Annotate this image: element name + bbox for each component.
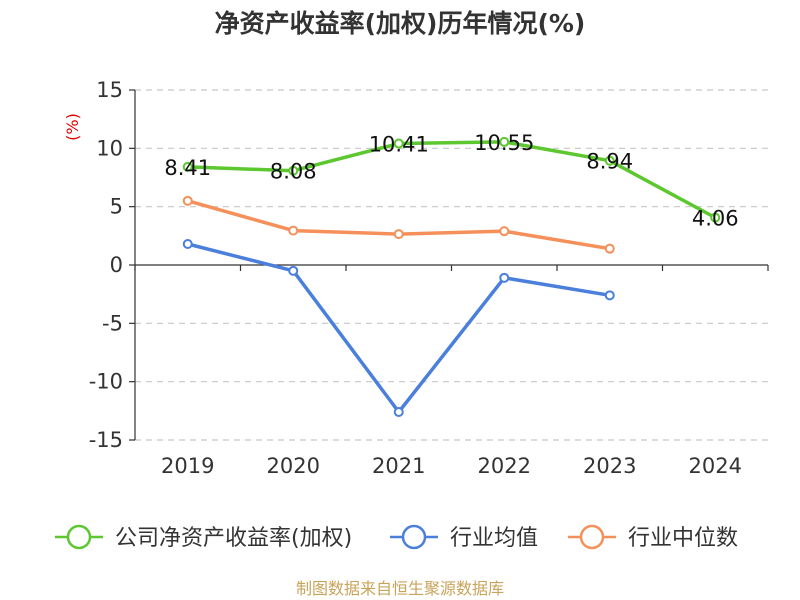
data-point bbox=[604, 290, 615, 301]
y-tick-label: -10 bbox=[89, 370, 123, 394]
legend-marker bbox=[66, 524, 92, 550]
data-label: 10.41 bbox=[369, 133, 429, 157]
x-tick-label: 2019 bbox=[161, 454, 214, 478]
axes: 15 10 5 0 -5 -10 -15 2019 2020 2021 2022 2023 2024 bbox=[89, 78, 769, 478]
y-tick-label: -15 bbox=[89, 428, 123, 452]
data-point bbox=[499, 226, 510, 237]
data-label: 8.94 bbox=[586, 150, 633, 174]
data-point bbox=[604, 243, 615, 254]
data-label: 10.55 bbox=[474, 131, 534, 155]
data-labels: 8.41 8.08 10.41 10.55 8.94 4.06 bbox=[164, 131, 738, 231]
data-point bbox=[182, 195, 193, 206]
legend-label: 行业中位数 bbox=[628, 526, 738, 551]
x-tick-label: 2021 bbox=[372, 454, 425, 478]
data-point bbox=[182, 161, 193, 172]
source-note: 制图数据来自恒生聚源数据库 bbox=[296, 579, 504, 598]
data-point bbox=[182, 239, 193, 249]
data-point bbox=[288, 165, 299, 176]
data-label: 8.41 bbox=[164, 156, 211, 180]
data-point bbox=[499, 272, 510, 283]
y-tick-label: 0 bbox=[110, 253, 123, 277]
legend-label: 行业均值 bbox=[450, 526, 538, 551]
x-tick-label: 2024 bbox=[689, 454, 742, 478]
y-tick-label: 10 bbox=[96, 136, 123, 160]
data-point bbox=[710, 212, 721, 223]
data-point bbox=[499, 136, 510, 147]
data-point bbox=[288, 225, 299, 236]
data-label: 8.08 bbox=[270, 160, 317, 184]
y-axis-unit: (%) bbox=[63, 113, 82, 141]
x-tick-label: 2020 bbox=[267, 454, 320, 478]
y-tick-label: 15 bbox=[96, 78, 123, 102]
x-tick-label: 2023 bbox=[583, 454, 636, 478]
chart-title: 净资产收益率(加权)历年情况(%) bbox=[215, 9, 586, 38]
data-point bbox=[288, 265, 299, 276]
series-lines bbox=[182, 136, 721, 417]
legend: 公司净资产收益率(加权) 行业均值 行业中位数 bbox=[55, 524, 738, 551]
data-point bbox=[604, 155, 615, 166]
data-point bbox=[393, 229, 404, 240]
y-tick-label: 5 bbox=[110, 195, 123, 219]
legend-marker bbox=[579, 524, 605, 550]
series-line bbox=[187, 242, 611, 414]
legend-label: 公司净资产收益率(加权) bbox=[115, 526, 352, 551]
y-tick-label: -5 bbox=[102, 311, 123, 335]
data-point bbox=[393, 138, 404, 149]
series-line bbox=[187, 140, 717, 220]
data-label: 4.06 bbox=[692, 207, 739, 231]
x-tick-label: 2022 bbox=[478, 454, 531, 478]
data-point bbox=[393, 407, 404, 417]
legend-marker bbox=[401, 524, 427, 550]
series-line bbox=[187, 199, 611, 251]
